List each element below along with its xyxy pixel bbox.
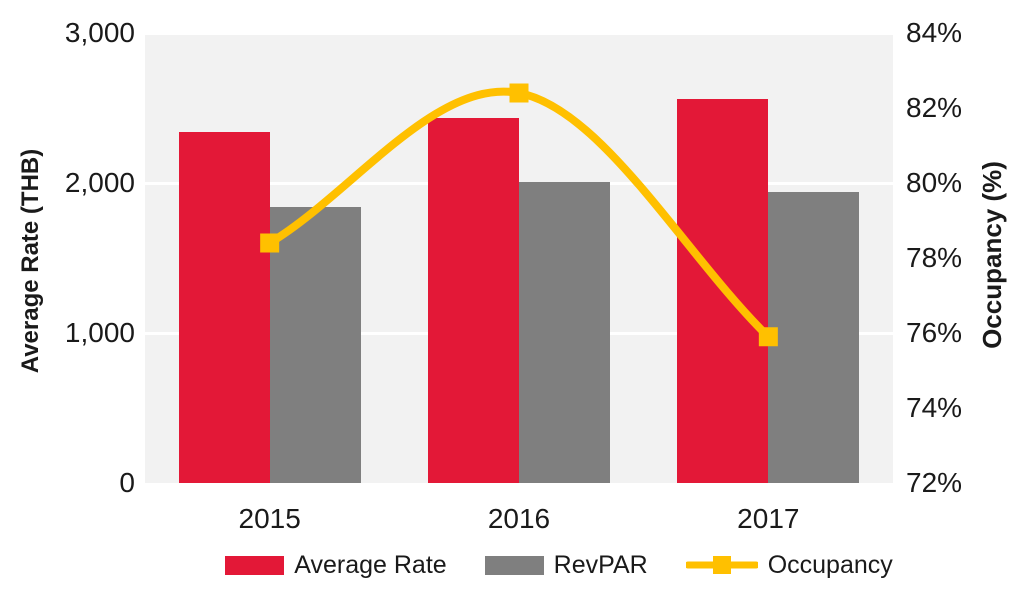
right-axis-tick-3: 78% [906,242,963,273]
x-axis-label-2017: 2017 [737,503,800,534]
bar-average-rate-2016 [428,117,519,483]
legend-label-occupancy: Occupancy [767,550,893,579]
left-axis-tick-2: 1,000 [64,317,135,348]
right-axis-title: Occupancy (%) [977,161,1007,349]
x-axis-label-2016: 2016 [487,503,551,534]
legend-label-average-rate: Average Rate [294,550,447,579]
legend-item-occupancy: Occupancy [685,550,893,580]
legend-item-average-rate: Average Rate [225,550,447,580]
bar-average-rate-2015 [178,132,270,483]
chart-legend: Average Rate RevPAR Occupancy [185,548,933,582]
legend-item-revpar: RevPAR [484,550,648,580]
right-axis-tick-0: 84% [906,17,963,48]
left-axis-title: Average Rate (THB) [17,148,44,374]
bar-average-rate-2017 [677,99,769,483]
right-axis-tick-4: 76% [906,317,963,348]
gridline-3000 [145,33,893,35]
right-axis-tick-2: 80% [906,167,963,198]
left-axis-tick-3: 0 [119,467,135,498]
bar-revpar-2016 [519,181,610,483]
right-axis-tick-5: 74% [906,392,963,423]
left-axis-tick-1: 2,000 [64,167,135,198]
right-axis-tick-6: 72% [906,467,963,498]
legend-line-sample-occupancy [685,556,758,574]
x-axis-label-2015: 2015 [238,503,301,534]
bar-revpar-2017 [768,192,860,483]
legend-swatch-revpar [484,555,544,575]
bar-revpar-2015 [269,207,361,483]
legend-label-revpar: RevPAR [553,550,648,579]
legend-swatch-average-rate [225,555,285,575]
plot-area [145,33,893,483]
left-axis-tick-0: 3,000 [64,17,135,48]
right-axis-tick-1: 82% [906,92,963,123]
